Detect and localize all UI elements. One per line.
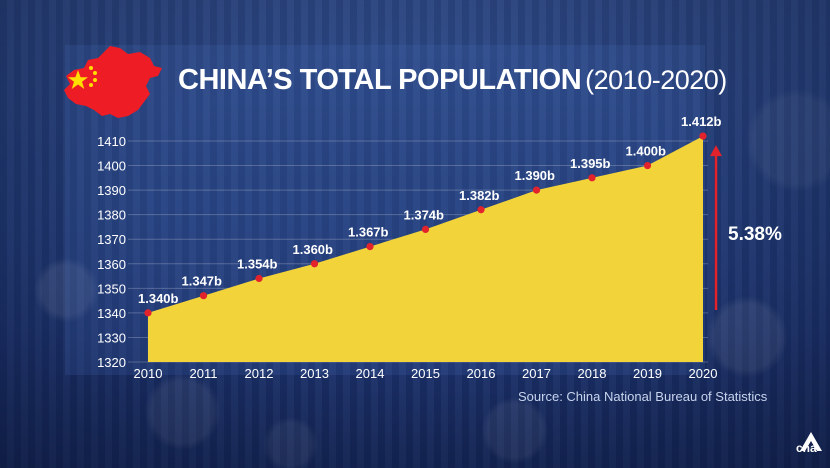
population-area: [148, 136, 703, 362]
x-tick-label: 2017: [522, 366, 551, 381]
growth-percentage: 5.38%: [728, 224, 782, 245]
data-label: 1.354b: [237, 257, 278, 272]
flag-small-star: [89, 66, 93, 70]
data-label: 1.340b: [138, 291, 179, 306]
y-tick-label: 1410: [97, 134, 126, 149]
cna-logo-icon: [800, 432, 822, 451]
data-label: 1.382b: [459, 188, 500, 203]
data-point: [144, 309, 152, 317]
flag-small-star: [93, 78, 97, 82]
cna-logo-text: cna: [796, 441, 817, 455]
chart-title-range: (2010-2020): [585, 65, 727, 95]
source-note: Source: China National Bureau of Statist…: [518, 389, 768, 404]
data-point: [699, 132, 707, 140]
y-tick-label: 1400: [97, 159, 126, 174]
x-tick-label: 2020: [689, 366, 718, 381]
x-tick-label: 2018: [578, 366, 607, 381]
chart-title-main: CHINA’S TOTAL POPULATION: [178, 64, 582, 96]
flag-big-star: [68, 70, 88, 89]
x-tick-label: 2019: [633, 366, 662, 381]
up-arrow-head: [710, 145, 722, 157]
data-label: 1.412b: [681, 114, 722, 129]
data-label: 1.400b: [626, 144, 667, 159]
y-tick-label: 1340: [97, 306, 126, 321]
x-tick-label: 2010: [134, 366, 163, 381]
y-tick-label: 1380: [97, 208, 126, 223]
y-tick-label: 1350: [97, 281, 126, 296]
data-label: 1.390b: [515, 168, 556, 183]
data-point: [532, 186, 541, 194]
data-point: [310, 260, 319, 268]
y-tick-label: 1370: [97, 232, 126, 247]
china-map-shape: [64, 46, 162, 118]
data-point: [643, 161, 652, 170]
y-tick-label: 1330: [97, 330, 126, 345]
x-tick-label: 2012: [245, 366, 274, 381]
data-point: [199, 292, 208, 300]
data-label: 1.395b: [570, 156, 611, 171]
y-tick-label: 1390: [97, 183, 126, 198]
x-tick-label: 2014: [356, 366, 385, 381]
data-point: [255, 274, 263, 283]
data-label: 1.347b: [182, 274, 223, 289]
data-point: [421, 225, 430, 233]
x-tick-label: 2016: [467, 366, 496, 381]
flag-small-star: [89, 83, 93, 87]
y-tick-label: 1320: [97, 355, 126, 370]
x-tick-label: 2013: [300, 366, 329, 381]
y-tick-label: 1360: [97, 257, 126, 272]
chart-title: CHINA’S TOTAL POPULATION (2010-2020): [178, 64, 727, 97]
data-label: 1.374b: [404, 207, 445, 222]
data-point: [588, 174, 596, 182]
data-label: 1.367b: [348, 225, 389, 240]
x-tick-label: 2015: [411, 366, 440, 381]
flag-small-star: [93, 71, 97, 75]
data-point: [477, 206, 485, 214]
x-tick-label: 2011: [190, 366, 218, 381]
data-point: [366, 242, 374, 251]
china-flag-map-icon: [64, 46, 162, 118]
data-label: 1.360b: [293, 242, 334, 257]
